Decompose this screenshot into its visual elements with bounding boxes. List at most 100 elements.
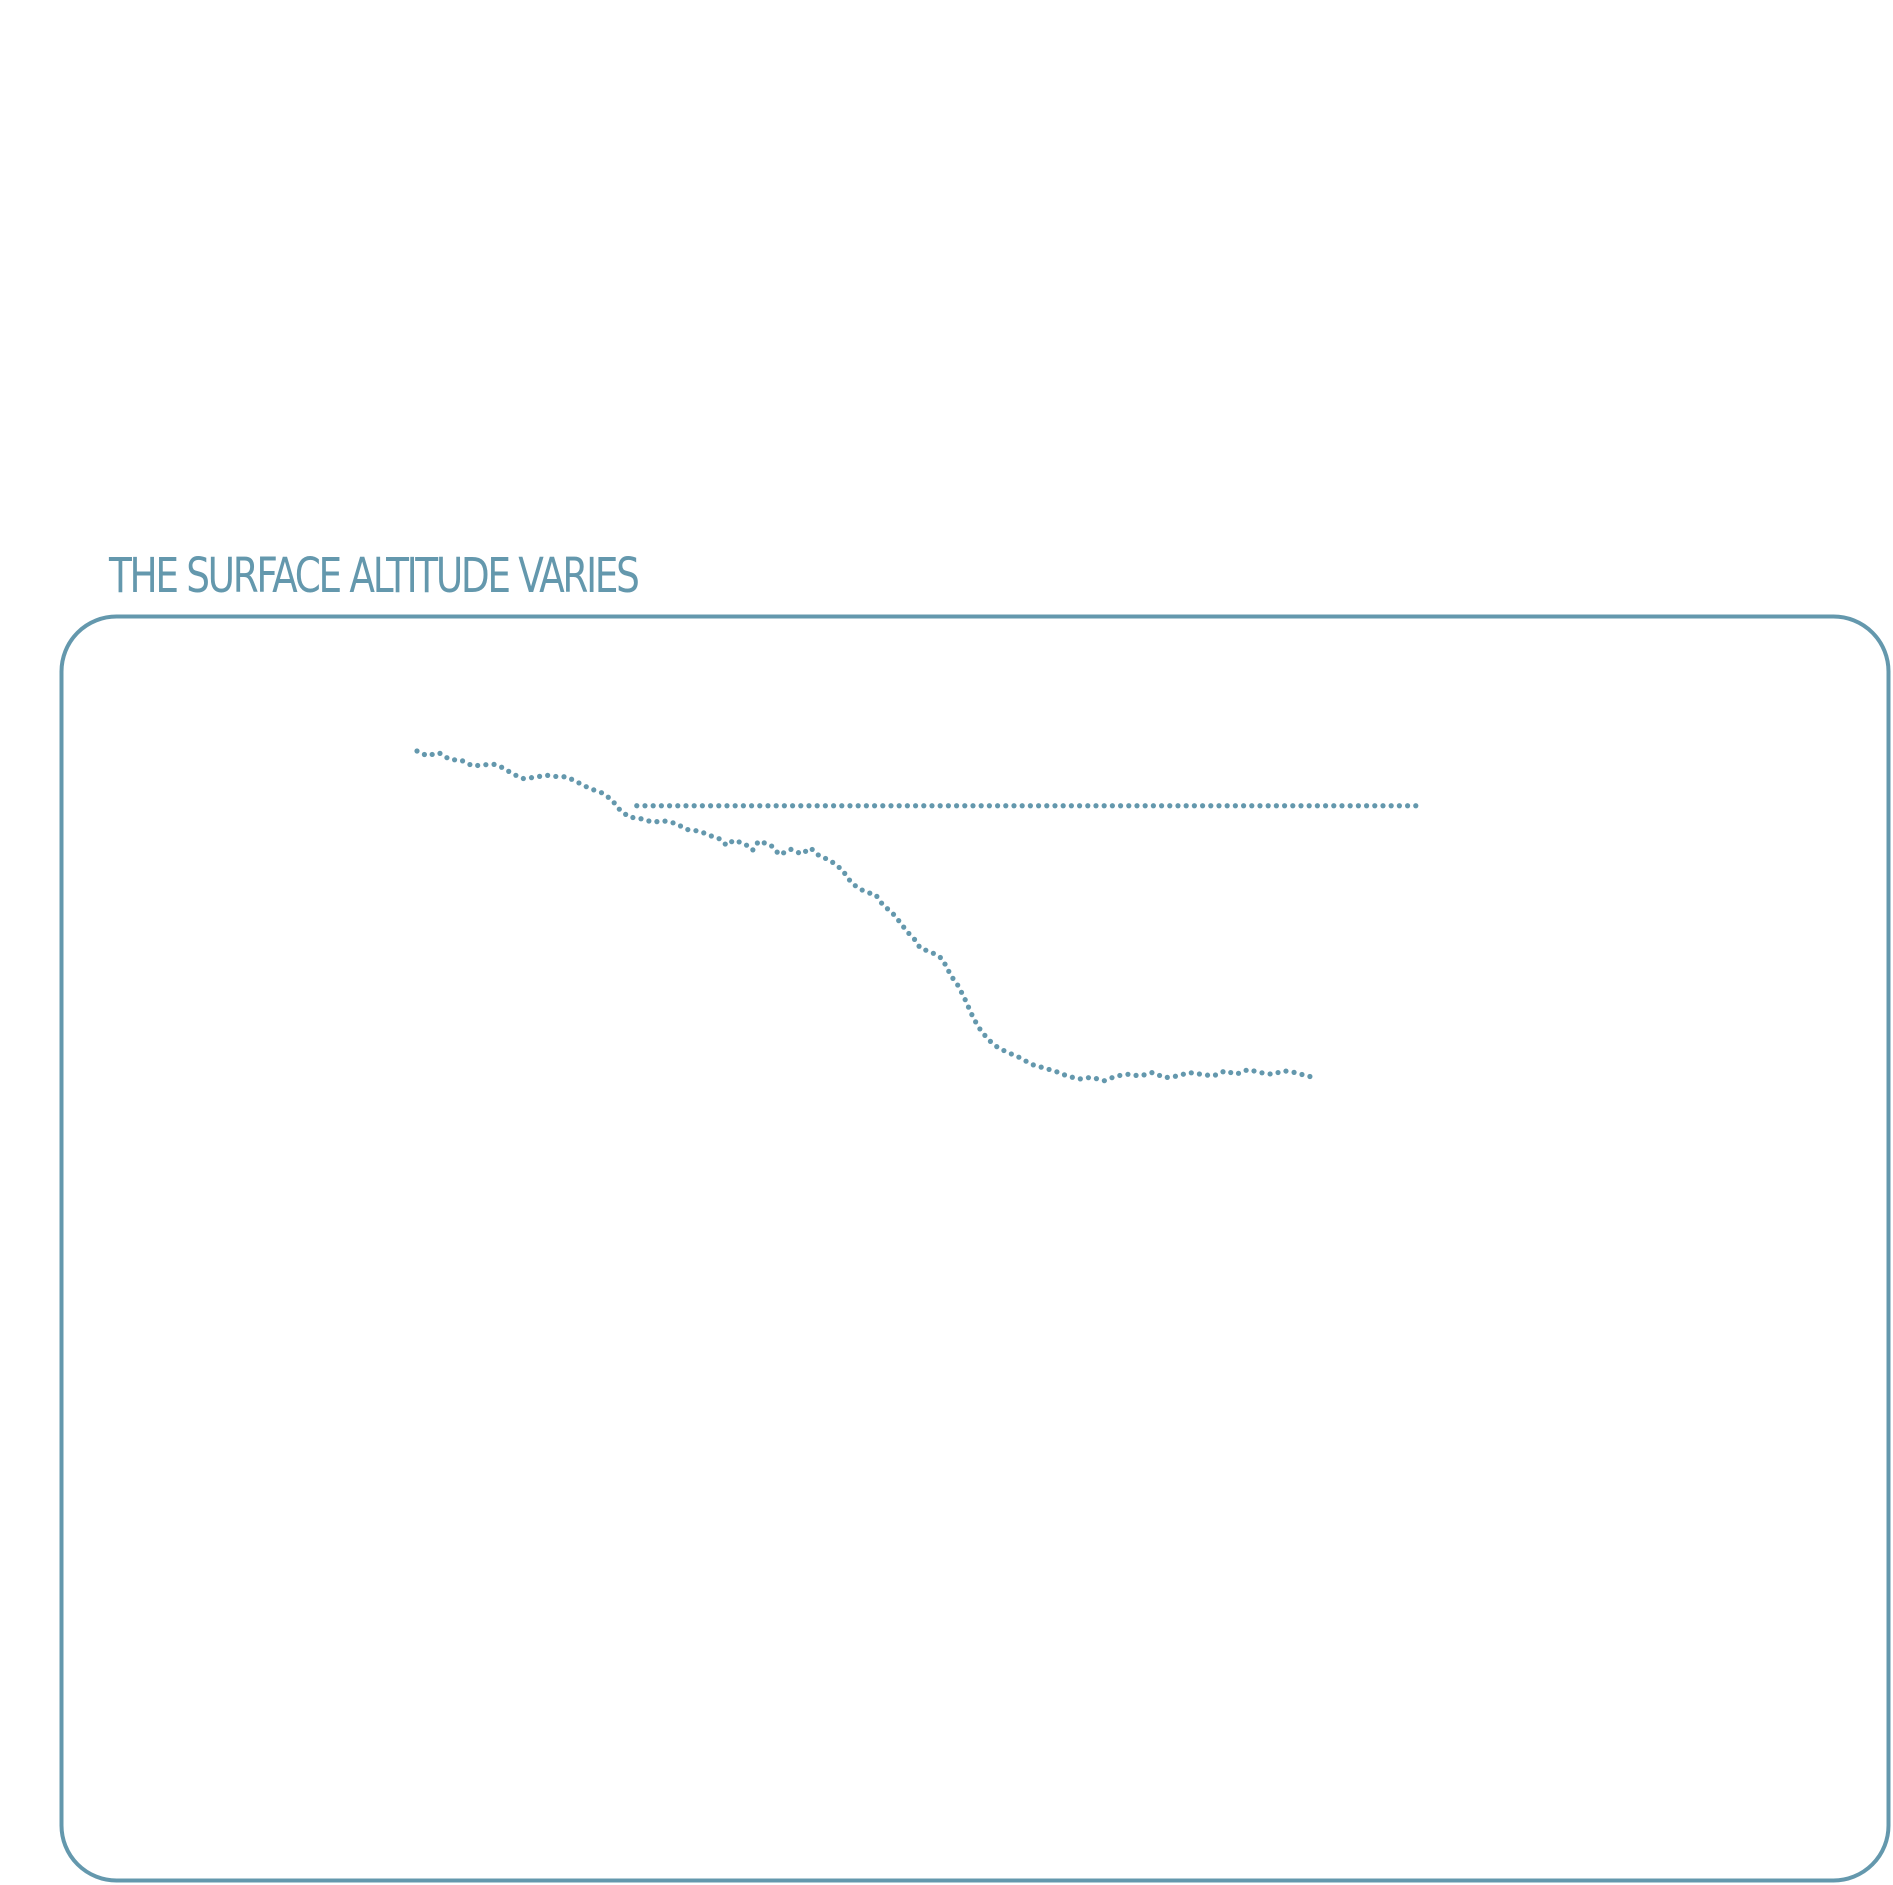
profile-dot [1204,1072,1211,1078]
profile-dot [769,843,775,849]
profile-dot [970,803,976,809]
profile-dot [962,803,968,809]
profile-dot [724,803,730,809]
profile-dot [781,803,787,809]
profile-dot [1003,803,1009,809]
profile-dot [1212,1072,1219,1078]
profile-dot [1281,803,1288,809]
profile-dot [923,947,929,953]
profile-dot [1019,803,1025,809]
profile-dot [765,803,771,809]
profile-dot [1023,1058,1029,1064]
profile-dot [683,803,689,809]
profile-dot [583,784,589,790]
profile-dot [693,828,699,834]
profile-dot [781,850,787,856]
profile-dot [896,803,902,809]
profile-dot [638,816,644,822]
profile-dot [830,803,837,809]
profile-dot [946,968,952,974]
profile-dot [847,803,853,809]
profile-dot [830,859,836,866]
profile-dot [774,849,780,855]
profile-dot [969,1012,975,1018]
profile-dot [958,989,965,995]
profile-dot [1117,803,1124,809]
profile-dot [1109,1075,1115,1081]
profile-dot [716,836,722,842]
profile-dot [1191,803,1197,809]
profile-dot [1069,1074,1075,1080]
profile-dot [1054,1069,1060,1075]
profile-dot [1134,803,1140,809]
profile-dot [1347,803,1353,809]
profile-dot [863,803,869,809]
profile-dot [598,790,605,796]
profile-dot [878,900,885,906]
profile-dot [1125,1071,1131,1077]
profile-dot [437,750,443,756]
profile-dot [1380,803,1386,809]
profile-dot [520,775,526,782]
profile-dot [499,764,505,770]
profile-dot [1331,803,1337,809]
profile-dot [1175,803,1181,809]
profile-dot [982,1032,988,1038]
profile-dot [1001,1047,1007,1054]
profile-dot [1149,1070,1155,1076]
profile-dot [1016,1054,1022,1060]
profile-dot [634,803,640,809]
profile-dot [1164,1074,1170,1080]
profile-dot [421,751,428,758]
profile-dot [569,776,575,782]
profile-dot [1061,1072,1068,1078]
profile-dot [930,950,936,956]
profile-dot [1339,803,1345,809]
profile-dot [1109,803,1115,809]
profile-dot [1291,1069,1297,1075]
profile-dot [642,803,648,809]
profile-dot [1307,1073,1313,1080]
profile-dot [743,842,750,848]
profile-dot [650,803,656,809]
profile-dot [945,803,951,809]
profile-dot [616,806,622,812]
profile-dot [890,911,897,917]
profile-dot [1035,803,1042,809]
profile-dot [611,800,617,806]
profile-dot [666,803,673,809]
profile-dot [732,803,738,809]
profile-dot [950,975,956,982]
profile-dot [1011,803,1017,809]
profile-dot [591,787,597,793]
profile-dot [788,846,794,853]
profile-dot [708,833,714,839]
profile-dot [1126,803,1132,809]
profile-dot [1142,803,1148,809]
profile-dot [1306,803,1312,809]
profile-dot [798,803,804,809]
profile-dot [1052,803,1058,809]
profile-dot [1008,1051,1014,1057]
profile-dot [1093,1076,1100,1082]
profile-dot [1404,803,1411,809]
profile-dot [1077,1076,1083,1082]
profile-dot [859,887,865,893]
profile-dot [929,803,935,809]
profile-dot [1046,1066,1052,1073]
profile-dot [1355,803,1361,809]
profile-dot [553,773,559,780]
profile-dot [414,748,420,754]
dotted-series-2 [634,803,1419,809]
frame-border [59,614,1891,1883]
profile-dot [867,890,873,896]
profile-dot [658,803,664,809]
profile-dot [942,961,948,967]
profile-dot [1027,803,1033,809]
profile-dot [994,803,1001,809]
profile-dot [467,761,473,768]
profile-dot [429,751,435,758]
profile-dot [740,803,746,809]
profile-dot [874,893,880,899]
profile-dot [1141,1072,1147,1078]
